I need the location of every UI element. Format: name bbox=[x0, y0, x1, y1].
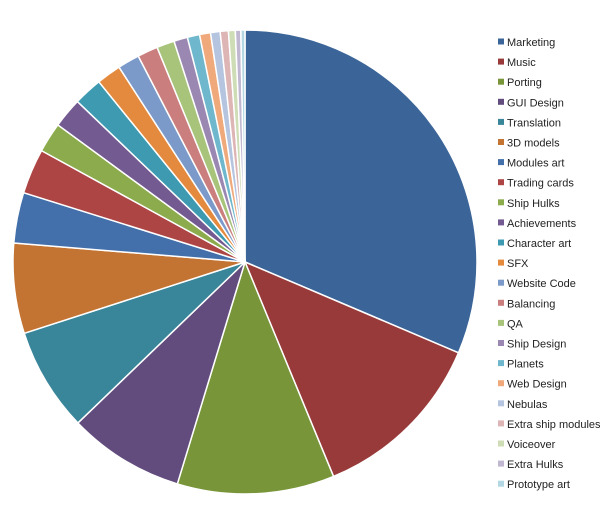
legend-item: Prototype art bbox=[498, 479, 570, 491]
legend-swatch bbox=[498, 58, 504, 65]
legend-swatch bbox=[498, 420, 504, 427]
legend-label: Planets bbox=[507, 359, 544, 371]
legend-item: Trading cards bbox=[498, 178, 574, 190]
legend-swatch bbox=[498, 159, 504, 166]
legend-item: Modules art bbox=[498, 158, 564, 170]
legend-label: Modules art bbox=[507, 158, 564, 170]
legend-item: Porting bbox=[498, 77, 542, 89]
legend-label: Balancing bbox=[507, 298, 555, 310]
legend-item: 3D models bbox=[498, 138, 560, 150]
legend-label: Nebulas bbox=[507, 399, 548, 411]
legend-swatch bbox=[498, 78, 504, 85]
legend-item: Nebulas bbox=[498, 399, 548, 411]
legend-item: Achievements bbox=[498, 218, 577, 230]
legend-label: Extra ship modules bbox=[507, 419, 600, 431]
pie-slice-translation bbox=[23, 261, 246, 424]
legend-item: Website Code bbox=[498, 278, 576, 290]
legend-label: Character art bbox=[507, 238, 571, 250]
legend-label: Extra Hulks bbox=[507, 459, 564, 471]
legend-item: Marketing bbox=[498, 37, 555, 49]
legend-swatch bbox=[498, 299, 504, 306]
legend-item: Character art bbox=[498, 238, 571, 250]
legend-swatch bbox=[498, 440, 504, 447]
legend-label: Prototype art bbox=[507, 479, 570, 491]
legend-label: Porting bbox=[507, 77, 542, 89]
legend-item: Ship Design bbox=[498, 339, 566, 351]
legend-swatch bbox=[498, 380, 504, 387]
legend-swatch bbox=[498, 259, 504, 266]
legend-item: QA bbox=[498, 318, 524, 330]
legend-item: Ship Hulks bbox=[498, 198, 560, 210]
legend-swatch bbox=[498, 98, 504, 105]
legend-item: Balancing bbox=[498, 298, 555, 310]
legend-swatch bbox=[498, 199, 504, 206]
legend-swatch bbox=[498, 118, 504, 125]
legend-item: Extra Hulks bbox=[498, 459, 564, 471]
legend-label: Achievements bbox=[507, 218, 577, 230]
legend-label: SFX bbox=[507, 258, 529, 270]
pie-slice-prototype-art bbox=[240, 29, 246, 263]
legend-swatch bbox=[498, 480, 504, 487]
pie-slice-music bbox=[244, 261, 460, 478]
legend-item: GUI Design bbox=[498, 97, 564, 109]
legend-label: Trading cards bbox=[507, 178, 574, 190]
pie-slice-porting bbox=[176, 261, 335, 495]
legend-label: Web Design bbox=[507, 379, 567, 391]
legend-swatch bbox=[498, 400, 504, 407]
legend-swatch bbox=[498, 279, 504, 286]
legend: Marketing Music Porting GUI Design Translati… bbox=[498, 37, 600, 491]
legend-swatch bbox=[498, 179, 504, 186]
legend-item: Extra ship modules bbox=[498, 419, 600, 431]
legend-item: Web Design bbox=[498, 379, 567, 391]
pie-slice-marketing bbox=[244, 29, 478, 354]
legend-swatch bbox=[498, 319, 504, 326]
legend-label: Translation bbox=[507, 117, 561, 129]
legend-item: Planets bbox=[498, 359, 544, 371]
legend-label: Music bbox=[507, 57, 536, 69]
legend-swatch bbox=[498, 340, 504, 346]
legend-swatch bbox=[498, 239, 504, 246]
legend-swatch bbox=[498, 360, 504, 367]
legend-swatch bbox=[498, 219, 504, 226]
legend-swatch bbox=[498, 460, 504, 467]
legend-item: Music bbox=[498, 57, 536, 69]
legend-item: Voiceover bbox=[498, 439, 556, 451]
legend-label: Ship Hulks bbox=[507, 198, 560, 210]
pie-slice-gui-design bbox=[77, 261, 246, 485]
legend-item: SFX bbox=[498, 258, 529, 270]
legend-item: Translation bbox=[498, 117, 561, 129]
legend-label: Voiceover bbox=[507, 439, 556, 451]
legend-label: Website Code bbox=[507, 278, 576, 290]
legend-swatch bbox=[498, 139, 504, 145]
pie-slices bbox=[12, 29, 478, 495]
legend-label: Ship Design bbox=[507, 339, 566, 351]
legend-label: GUI Design bbox=[507, 97, 564, 109]
legend-swatch bbox=[498, 38, 504, 45]
legend-label: QA bbox=[507, 318, 524, 330]
legend-label: 3D models bbox=[507, 138, 560, 150]
legend-label: Marketing bbox=[507, 37, 555, 49]
